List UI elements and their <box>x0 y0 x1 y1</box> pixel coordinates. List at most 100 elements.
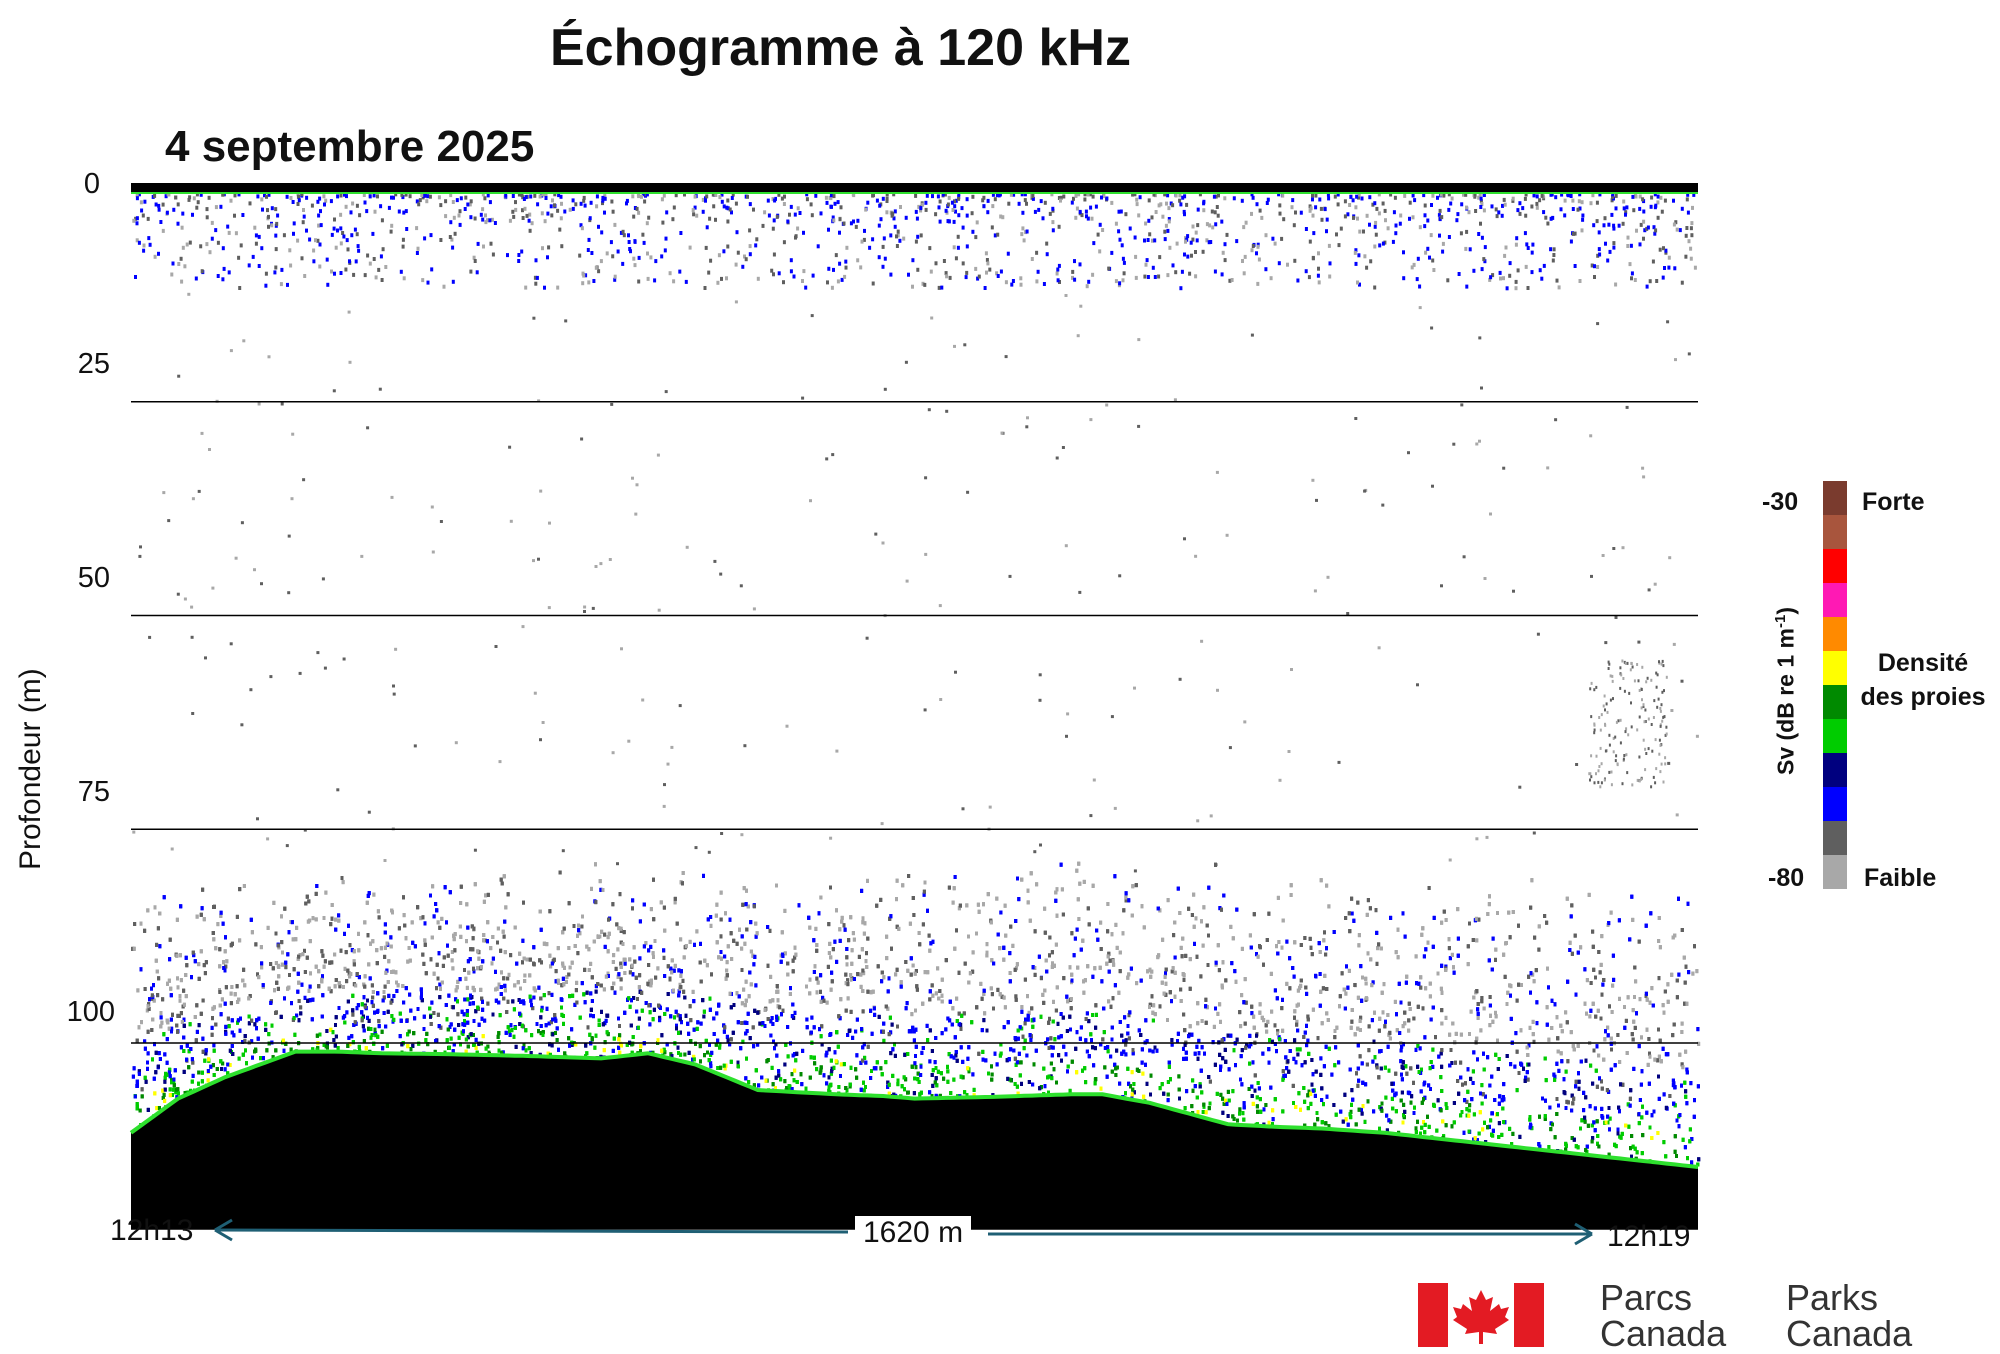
echo-sample <box>829 204 833 209</box>
echo-sample <box>546 211 550 216</box>
echo-sample <box>580 226 584 231</box>
echo-sample <box>1363 489 1367 493</box>
echo-sample <box>1426 218 1430 223</box>
echo-sample <box>1661 690 1664 694</box>
echo-sample <box>270 206 274 211</box>
echo-sample <box>1133 869 1137 873</box>
echo-sample <box>336 788 340 792</box>
echo-sample <box>839 205 843 210</box>
echo-sample <box>1518 211 1522 216</box>
echo-sample <box>928 246 932 251</box>
echo-sample <box>1161 214 1165 219</box>
echo-sample <box>132 830 136 834</box>
echo-sample <box>1660 703 1663 707</box>
echo-sample <box>420 193 424 197</box>
echo-sample <box>1179 286 1183 291</box>
echo-sample <box>925 193 929 198</box>
echo-sample <box>1354 417 1358 420</box>
echo-sample <box>986 210 990 215</box>
echo-sample <box>1369 259 1373 264</box>
echo-sample <box>1023 192 1027 197</box>
echo-sample <box>838 217 842 222</box>
echo-sample <box>965 197 969 202</box>
echo-sample <box>594 265 598 270</box>
echo-sample <box>1186 254 1190 259</box>
echo-sample <box>917 204 921 209</box>
echo-sample <box>1596 322 1600 326</box>
echo-sample <box>486 218 489 223</box>
echo-sample <box>1171 263 1175 268</box>
echo-sample <box>194 276 198 281</box>
echo-sample <box>703 286 707 290</box>
echo-sample <box>177 374 181 378</box>
echo-sample <box>1033 850 1037 854</box>
echo-sample <box>1154 210 1158 214</box>
echo-sample <box>1416 256 1420 261</box>
echo-sample <box>988 805 992 809</box>
echo-sample <box>589 200 593 205</box>
echo-sample <box>1663 715 1666 719</box>
echo-sample <box>1311 197 1314 202</box>
echo-sample <box>646 276 650 281</box>
echo-sample <box>1166 273 1170 278</box>
echo-sample <box>1646 225 1650 230</box>
echo-sample <box>561 849 565 853</box>
echo-sample <box>1608 743 1611 747</box>
echo-sample <box>603 194 607 199</box>
echo-sample <box>190 605 194 609</box>
echo-sample <box>1642 209 1646 214</box>
echo-sample <box>583 203 587 208</box>
echo-sample <box>1631 783 1634 787</box>
echo-sample <box>358 213 362 218</box>
echo-sample <box>1641 197 1645 202</box>
echo-sample <box>352 272 356 277</box>
echo-sample <box>1593 688 1596 692</box>
echo-sample <box>413 744 417 748</box>
echo-sample <box>296 202 300 206</box>
echo-sample <box>995 193 999 198</box>
echo-sample <box>1647 747 1650 751</box>
echo-sample <box>256 194 260 199</box>
echo-sample <box>1020 232 1024 237</box>
echo-sample <box>1546 466 1550 470</box>
echo-sample <box>397 209 401 214</box>
echo-sample <box>1354 205 1358 210</box>
echo-sample <box>316 199 320 204</box>
echo-sample <box>1309 206 1313 211</box>
echo-sample <box>947 219 951 224</box>
echo-sample <box>1571 207 1575 211</box>
echo-sample <box>802 269 806 274</box>
echo-sample <box>336 228 339 233</box>
echo-sample <box>831 453 835 457</box>
echo-sample <box>1327 243 1331 248</box>
echo-sample <box>1146 238 1150 242</box>
echo-sample <box>1019 282 1023 287</box>
echo-sample <box>621 229 625 234</box>
echo-sample <box>550 213 554 218</box>
echo-sample <box>1074 193 1078 198</box>
echo-sample <box>794 235 797 240</box>
echo-sample <box>646 251 649 256</box>
echo-sample <box>1599 746 1602 750</box>
echo-sample <box>1402 250 1405 255</box>
echo-sample <box>301 220 305 225</box>
echo-sample <box>318 264 322 269</box>
echo-sample <box>1508 261 1512 266</box>
echo-sample <box>956 245 960 250</box>
echo-sample <box>810 213 814 218</box>
echo-sample <box>148 635 152 639</box>
echo-sample <box>971 229 975 234</box>
echo-sample <box>339 212 343 217</box>
echo-sample <box>430 505 434 509</box>
echo-sample <box>1190 253 1193 258</box>
echo-sample <box>216 240 220 245</box>
echo-sample <box>996 274 1000 278</box>
echo-sample <box>694 846 698 850</box>
echo-sample <box>693 205 697 210</box>
echo-sample <box>866 200 870 205</box>
echo-sample <box>583 610 586 613</box>
echo-sample <box>387 205 391 210</box>
echo-sample <box>670 745 674 749</box>
echo-sample <box>240 723 244 727</box>
echo-sample <box>1269 276 1273 281</box>
